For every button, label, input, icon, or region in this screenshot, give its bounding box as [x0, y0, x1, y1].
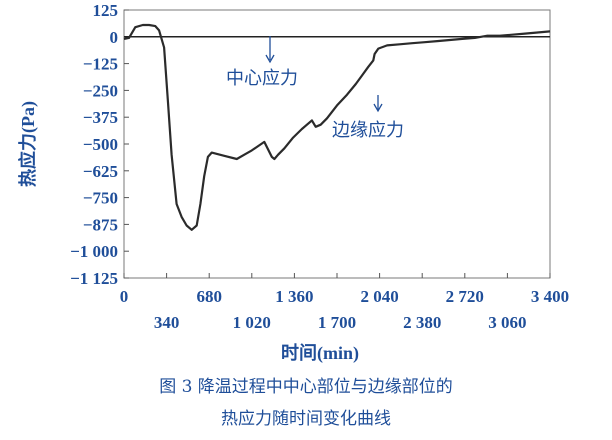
x-tick-label: 680: [196, 287, 222, 306]
center-stress-annotation: 中心应力: [226, 36, 298, 89]
center-stress-arrowhead: [265, 54, 275, 64]
x-tick-label: 1 700: [318, 313, 356, 332]
x-axis-title: 时间(min): [281, 343, 359, 364]
stress-curve: [123, 23, 551, 231]
plot-frame: [123, 9, 551, 279]
y-axis-ticks: 125 0 −125 −250 −375 −500 −625 −750 −875 −1 000 −1…: [70, 1, 129, 288]
y-tick-label: −500: [83, 135, 118, 154]
y-tick-label: −625: [83, 162, 118, 181]
y-tick-label: −750: [83, 189, 118, 208]
x-tick-label: 2 720: [446, 287, 484, 306]
y-tick-label: −1 125: [70, 269, 118, 288]
edge-stress-arrowhead: [373, 103, 383, 113]
x-tick-label: 340: [154, 313, 180, 332]
y-tick-label: −1 000: [70, 242, 118, 261]
x-tick-label: 3 400: [531, 287, 569, 306]
y-tick-label: 0: [110, 28, 119, 47]
x-tick-label: 3 060: [488, 313, 526, 332]
figure-caption-line2: 热应力随时间变化曲线: [221, 409, 391, 429]
x-tick-label: 2 040: [360, 287, 398, 306]
y-axis-title: 热应力(Pa): [17, 101, 39, 187]
x-tick-label: 2 380: [403, 313, 441, 332]
figure-caption-line1: 图 3 降温过程中中心部位与边缘部位的: [159, 377, 453, 397]
y-tick-label: −875: [83, 215, 118, 234]
y-tick-label: −250: [83, 81, 118, 100]
edge-stress-label: 边缘应力: [332, 120, 404, 141]
y-tick-label: 125: [93, 1, 119, 20]
x-tick-label: 0: [120, 287, 129, 306]
center-stress-label: 中心应力: [226, 68, 298, 89]
y-tick-label: −125: [83, 55, 118, 74]
x-axis-ticks: 0 680 1 360 2 040 2 720 3 400 340 1 020 1 700 2 3…: [120, 273, 569, 332]
x-tick-label: 1 360: [275, 287, 313, 306]
y-tick-label: −375: [83, 108, 118, 127]
edge-stress-annotation: 边缘应力: [332, 95, 404, 141]
x-tick-label: 1 020: [233, 313, 271, 332]
chart-svg: 125 0 −125 −250 −375 −500 −625 −750 −875 −1 000 −1…: [17, 1, 569, 364]
